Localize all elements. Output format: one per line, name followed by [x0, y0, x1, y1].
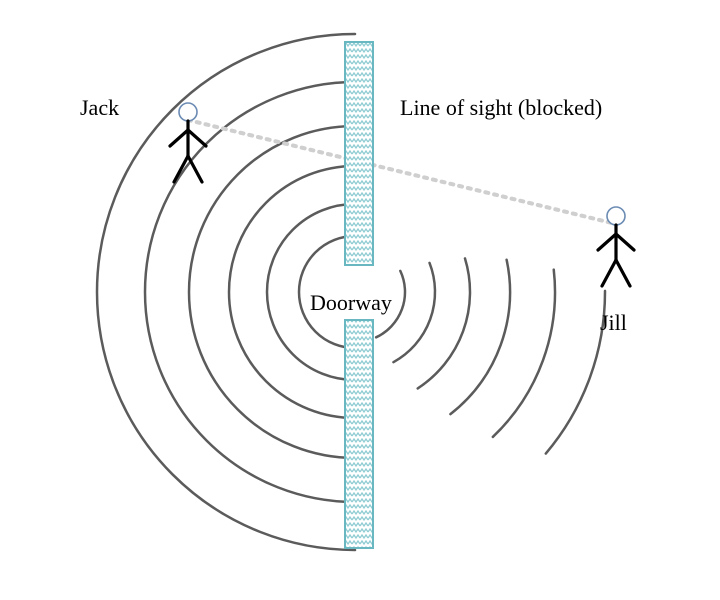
wall-bottom: [345, 320, 373, 548]
label-jack: Jack: [80, 95, 119, 121]
right-wave-arcs: [376, 258, 605, 453]
label-doorway: Doorway: [310, 290, 392, 316]
line-of-sight: [188, 120, 616, 224]
head-icon: [607, 207, 625, 225]
label-jill: Jill: [600, 310, 627, 336]
head-icon: [179, 103, 197, 121]
wall-top: [345, 42, 373, 265]
diagram-stage: Jack Line of sight (blocked) Doorway Jil…: [0, 0, 720, 600]
label-line-of-sight: Line of sight (blocked): [400, 95, 602, 121]
figure-jack: [170, 103, 206, 182]
figure-jill: [598, 207, 634, 286]
